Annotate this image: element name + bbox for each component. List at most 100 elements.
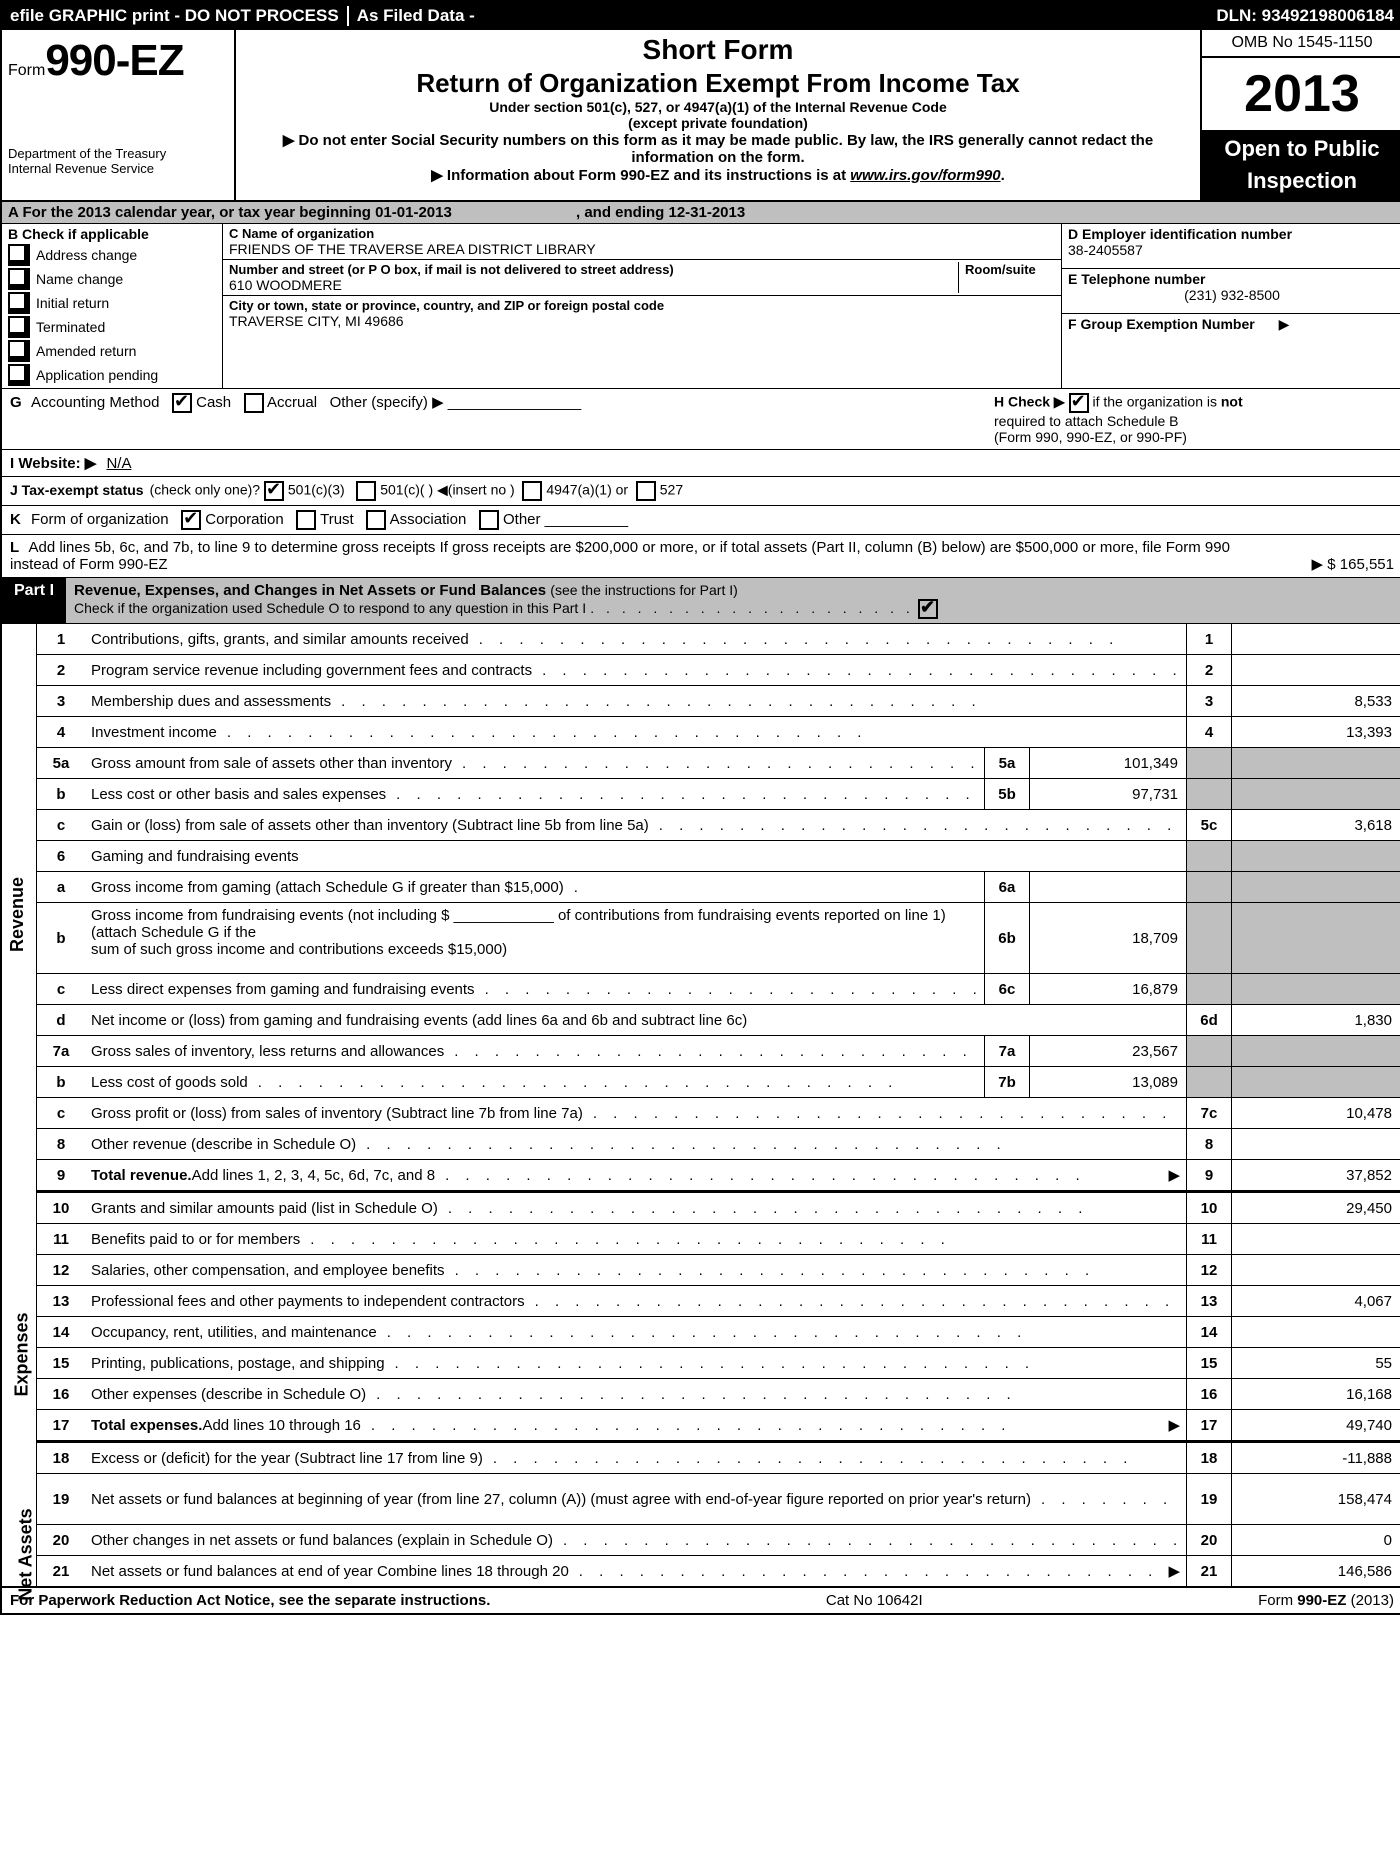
- netassets-side: Net Assets: [16, 1508, 37, 1600]
- dots: . . . . . . . . . . . . . . . . . . . . …: [377, 1324, 1180, 1341]
- c-city-lbl: City or town, state or province, country…: [229, 298, 1055, 313]
- open-public-2: Inspection: [1202, 168, 1400, 200]
- phone-value: (231) 932-8500: [1068, 287, 1396, 303]
- ln-ref: 8: [1186, 1129, 1232, 1159]
- ln-ref-blank: [1186, 872, 1232, 902]
- footer-left: For Paperwork Reduction Act Notice, see …: [10, 1592, 490, 1609]
- sub-val: 97,731: [1030, 779, 1186, 809]
- dots: . . . . . . . . . . . . . . . . . . . . …: [569, 1563, 1169, 1580]
- checkbox-icon: [8, 316, 30, 338]
- dots: . . . . . . . . . . . . . . . . . . . . …: [1031, 1491, 1180, 1508]
- t: Total revenue.: [91, 1167, 192, 1184]
- t: Benefits paid to or for members: [91, 1231, 300, 1248]
- short-form-label: Short Form: [244, 34, 1192, 66]
- t: Gross profit or (loss) from sales of inv…: [91, 1105, 583, 1122]
- i-lead: I Website: ▶: [10, 455, 96, 472]
- dots: . . . . . . . . . . . . . . . . . . . . …: [361, 1417, 1169, 1434]
- ln-desc: Program service revenue including govern…: [85, 655, 1186, 685]
- irs-label: Internal Revenue Service: [8, 161, 228, 176]
- dots: . . . . . . . . . . . . . . . . . . . . …: [444, 1043, 978, 1060]
- header-right: OMB No 1545-1150 2013 Open to Public Ins…: [1202, 30, 1400, 200]
- chk-sched-b[interactable]: [1069, 393, 1089, 413]
- side-labels: Revenue Expenses Net Assets: [2, 624, 37, 1586]
- chk-4947[interactable]: [522, 481, 542, 501]
- ln-val: 3,618: [1232, 810, 1400, 840]
- h-text4: (Form 990, 990-EZ, or 990-PF): [994, 429, 1187, 445]
- ln-num: 19: [37, 1474, 85, 1524]
- t: Professional fees and other payments to …: [91, 1293, 525, 1310]
- t: Grants and similar amounts paid (list in…: [91, 1200, 438, 1217]
- ln-ref: 17: [1186, 1410, 1232, 1440]
- chk-501c3[interactable]: [264, 481, 284, 501]
- fin-body: 1 Contributions, gifts, grants, and simi…: [37, 624, 1400, 1586]
- line-14: 14 Occupancy, rent, utilities, and maint…: [37, 1317, 1400, 1348]
- t1: Gross income from fundraising events (no…: [91, 907, 450, 924]
- sub-val: 16,879: [1030, 974, 1186, 1004]
- chk-527[interactable]: [636, 481, 656, 501]
- dots: . . . . . . . . . . . . . . . . . . . . …: [385, 1355, 1180, 1372]
- ln-val: 1,830: [1232, 1005, 1400, 1035]
- c-name-box: C Name of organization FRIENDS OF THE TR…: [223, 224, 1061, 260]
- chk-lbl: Name change: [36, 271, 123, 287]
- checkbox-icon: [8, 292, 30, 314]
- ln-ref-blank: [1186, 974, 1232, 1004]
- t: Occupancy, rent, utilities, and maintena…: [91, 1324, 377, 1341]
- chk-initial-return[interactable]: Initial return: [2, 292, 222, 316]
- gross-receipts: $ 165,551: [1327, 556, 1394, 573]
- part1-title: Revenue, Expenses, and Changes in Net As…: [66, 578, 1400, 623]
- t2: Add lines 1, 2, 3, 4, 5c, 6d, 7c, and 8: [192, 1167, 436, 1184]
- irs-link[interactable]: www.irs.gov/form990: [850, 167, 1000, 184]
- part1-tag: Part I: [2, 578, 66, 623]
- part1-sub: Check if the organization used Schedule …: [74, 600, 586, 616]
- ln-num: 17: [37, 1410, 85, 1440]
- f-lbl: F Group Exemption Number: [1068, 316, 1255, 332]
- sub-ref: 6b: [984, 903, 1030, 973]
- arrow-icon: ▶: [1168, 1416, 1180, 1434]
- chk-terminated[interactable]: Terminated: [2, 316, 222, 340]
- chk-trust[interactable]: [296, 510, 316, 530]
- chk-accrual[interactable]: [244, 393, 264, 413]
- dots: . . . . . . . . . . . . . . . . . . . . …: [331, 693, 1180, 710]
- h-not: not: [1221, 394, 1243, 410]
- tax-year: 2013: [1202, 58, 1400, 130]
- dots: . . . . . . . . . . . . . . . . . . . . …: [438, 1200, 1180, 1217]
- line-15: 15 Printing, publications, postage, and …: [37, 1348, 1400, 1379]
- line-6b: b Gross income from fundraising events (…: [37, 903, 1400, 974]
- header-sub1: Under section 501(c), 527, or 4947(a)(1)…: [244, 99, 1192, 115]
- t: Program service revenue including govern…: [91, 662, 532, 679]
- ln-ref-blank: [1186, 779, 1232, 809]
- chk-cash[interactable]: [172, 393, 192, 413]
- chk-corp[interactable]: [181, 510, 201, 530]
- chk-amended[interactable]: Amended return: [2, 340, 222, 364]
- chk-sched-o[interactable]: [918, 599, 938, 619]
- row-gh: G Accounting Method Cash Accrual Other (…: [2, 389, 1400, 450]
- ln-val: 37,852: [1232, 1160, 1400, 1190]
- ln-num: b: [37, 1067, 85, 1097]
- form-header: Form990-EZ Department of the Treasury In…: [2, 30, 1400, 202]
- line-6c: c Less direct expenses from gaming and f…: [37, 974, 1400, 1005]
- chk-address-change[interactable]: Address change: [2, 244, 222, 268]
- t: Membership dues and assessments: [91, 693, 331, 710]
- chk-name-change[interactable]: Name change: [2, 268, 222, 292]
- line-11: 11 Benefits paid to or for members. . . …: [37, 1224, 1400, 1255]
- ln-ref: 20: [1186, 1525, 1232, 1555]
- chk-app-pending[interactable]: Application pending: [2, 364, 222, 388]
- ln-ref-blank: [1186, 1036, 1232, 1066]
- e-phone-box: E Telephone number (231) 932-8500: [1062, 269, 1400, 314]
- col-def: D Employer identification number 38-2405…: [1062, 224, 1400, 388]
- ln-num: 14: [37, 1317, 85, 1347]
- ln-val-blank: [1232, 1036, 1400, 1066]
- ln-val: 4,067: [1232, 1286, 1400, 1316]
- ln-num: c: [37, 1098, 85, 1128]
- ln-val-blank: [1232, 974, 1400, 1004]
- line-6: 6 Gaming and fundraising events: [37, 841, 1400, 872]
- chk-other-org[interactable]: [479, 510, 499, 530]
- ln-desc: Less cost of goods sold. . . . . . . . .…: [85, 1067, 984, 1097]
- row-a-end: , and ending 12-31-2013: [576, 204, 745, 221]
- ln-ref: 18: [1186, 1443, 1232, 1473]
- chk-assoc[interactable]: [366, 510, 386, 530]
- chk-501c[interactable]: [356, 481, 376, 501]
- ln-desc: Net assets or fund balances at beginning…: [85, 1474, 1186, 1524]
- topbar-mid: As Filed Data -: [349, 6, 1209, 26]
- lbl-accrual: Accrual: [267, 394, 317, 411]
